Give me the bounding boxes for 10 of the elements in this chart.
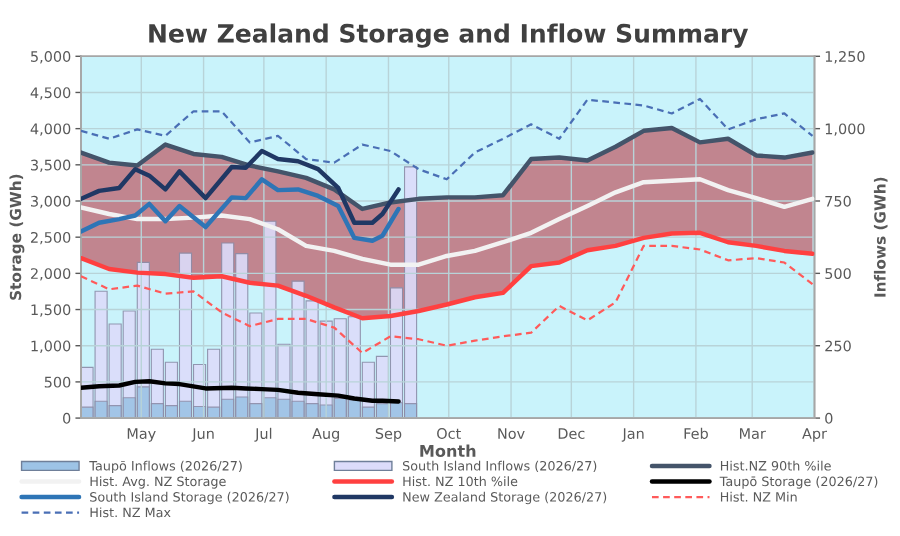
line-series (81, 244, 814, 355)
line-series (81, 378, 401, 404)
line-series (81, 230, 815, 321)
line-series (81, 177, 815, 267)
line-series (81, 177, 401, 244)
x-axis-title: Month (420, 444, 476, 458)
chart-title: New Zealand Storage and Inflow Summary (149, 23, 749, 48)
line-series (81, 148, 401, 225)
line-series (81, 125, 815, 212)
line-series (81, 97, 814, 181)
